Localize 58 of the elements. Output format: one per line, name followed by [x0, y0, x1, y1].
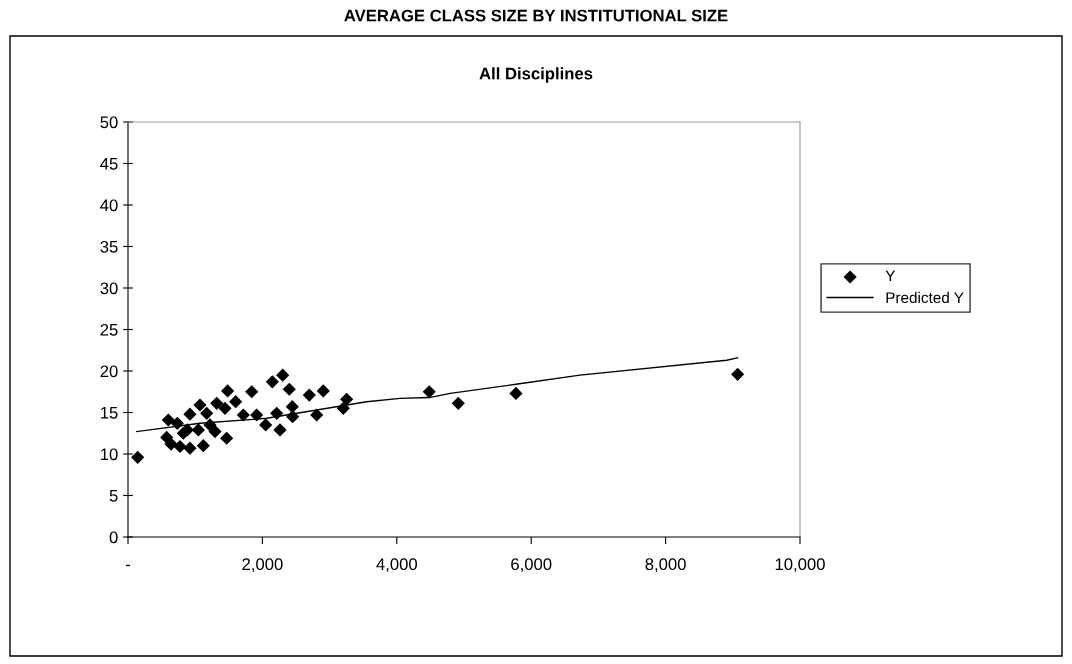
x-tick-label: - — [125, 564, 131, 567]
point — [451, 396, 465, 410]
legend-label: Y — [885, 270, 896, 282]
point — [210, 396, 224, 410]
point — [340, 392, 354, 406]
x-tick-label: 6,000 — [511, 558, 552, 573]
point — [316, 384, 330, 398]
y-tick-label: 45 — [100, 158, 118, 170]
x-tick-label: 10,000 — [775, 558, 825, 573]
point — [191, 423, 205, 437]
y-tick-label: 50 — [100, 116, 118, 129]
y-tick-label: 15 — [101, 407, 118, 419]
point — [170, 416, 184, 430]
point — [265, 375, 279, 389]
chart-subtitle: All Disciplines — [479, 67, 593, 83]
x-tick-label: 2,000 — [242, 558, 283, 573]
point — [131, 450, 145, 464]
point — [218, 401, 232, 415]
point — [509, 386, 523, 400]
point — [310, 408, 324, 422]
point — [302, 388, 316, 402]
point — [183, 441, 197, 455]
point — [282, 382, 296, 396]
x-tick-label: 4,000 — [376, 558, 417, 573]
chart-title: AVERAGE CLASS SIZE BY INSTITUTIONAL SIZE — [344, 9, 728, 22]
y-tick-label: 20 — [100, 365, 118, 378]
point — [193, 398, 207, 412]
point — [731, 367, 745, 381]
y-tick-label: 40 — [100, 199, 118, 212]
point — [286, 410, 300, 424]
point — [422, 385, 436, 399]
point — [236, 408, 250, 422]
point — [183, 407, 197, 421]
y-tick-label: 0 — [109, 531, 118, 544]
point — [270, 406, 284, 420]
y-tick-label: 5 — [109, 490, 118, 502]
x-tick-label: 8,000 — [645, 558, 686, 573]
point — [220, 431, 234, 445]
point — [259, 418, 273, 432]
point — [273, 423, 287, 437]
point — [221, 384, 235, 398]
point — [285, 400, 299, 414]
point — [180, 423, 194, 437]
point — [208, 425, 222, 439]
point — [196, 439, 210, 453]
point — [229, 395, 243, 409]
point — [161, 413, 175, 427]
point — [276, 368, 290, 382]
y-tick-label: 35 — [100, 240, 118, 253]
point — [173, 439, 187, 454]
legend-label: Predicted Y — [886, 291, 964, 304]
point — [250, 408, 264, 422]
y-tick-label: 25 — [100, 323, 118, 336]
point — [336, 401, 350, 415]
point — [200, 406, 214, 420]
y-tick-label: 10 — [101, 448, 118, 461]
point — [245, 385, 259, 399]
y-tick-label: 30 — [100, 282, 118, 295]
